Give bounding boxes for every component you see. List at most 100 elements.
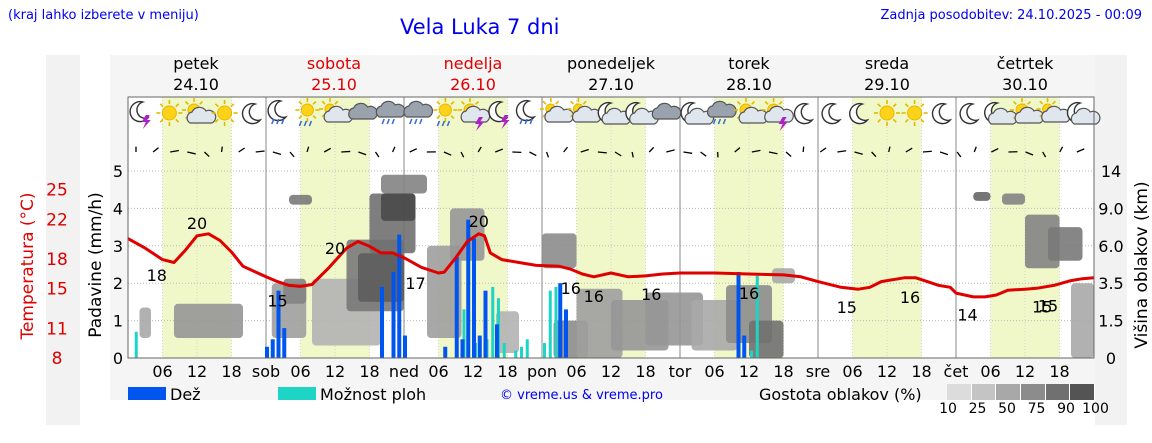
sun-ray: [778, 100, 783, 105]
rain-drop: [717, 118, 722, 125]
cloud-cell: [174, 303, 243, 339]
moon-storm-icon: [488, 100, 510, 129]
wind-barb: [374, 151, 380, 158]
wind-barb: [529, 151, 537, 157]
sun-ray: [764, 100, 769, 105]
hour-tick-label: 06: [566, 362, 586, 381]
day-name: sreda: [865, 54, 909, 73]
sun-ray: [436, 115, 441, 120]
sun-ray: [920, 103, 925, 108]
day-name: petek: [173, 54, 219, 73]
shower-bar: [134, 331, 138, 358]
cloud-density-tick: 50: [998, 401, 1016, 417]
rain-bar: [265, 346, 269, 358]
wind-barb: [888, 146, 891, 153]
cloud-shape: [706, 100, 737, 118]
cloud-cell: [1071, 283, 1094, 358]
copyright-link[interactable]: © vreme.us & vreme.pro: [500, 388, 663, 403]
sun-drizzle-icon: [295, 98, 320, 127]
cloud-height-tick: 9.0: [1098, 199, 1123, 218]
rain-drop: [529, 118, 533, 125]
hour-tick-label: 06: [428, 362, 448, 381]
temperature-label: 15: [1032, 297, 1052, 316]
cloud-density-swatch: [1070, 384, 1096, 400]
cloud-density-tick: 10: [939, 401, 957, 417]
day-date: 24.10: [173, 75, 219, 94]
sun-disc: [300, 103, 314, 117]
sun-disc: [161, 105, 177, 121]
rain-drop: [303, 120, 308, 127]
rain-drop: [419, 118, 423, 125]
rain-drop: [386, 118, 390, 125]
cloud-density-tick: 75: [1027, 401, 1046, 417]
sun-ray: [460, 100, 465, 105]
wind-barb: [563, 146, 568, 153]
legend-showers-swatch: [278, 387, 316, 400]
precipitation-tick: 0: [113, 349, 123, 368]
hour-tick-label: 18: [221, 362, 241, 381]
rain-bar: [742, 335, 747, 358]
sun-ray: [334, 100, 339, 105]
rain-bar: [483, 290, 488, 358]
rain-drop: [519, 118, 523, 125]
wind-barb: [170, 149, 179, 153]
moon-icon: [793, 102, 815, 125]
legend-rain-label: Dež: [170, 385, 201, 404]
wind-barb: [545, 151, 550, 158]
hour-tick-label: 18: [497, 362, 517, 381]
cloud-sun-icon: [539, 98, 575, 123]
day-name: nedelja: [444, 54, 503, 73]
wind-barb: [238, 147, 246, 153]
cloud-cell: [496, 311, 519, 354]
sun-ray: [475, 100, 480, 105]
cloud-rain-icon: [706, 100, 737, 125]
wind-barb: [580, 148, 589, 153]
hour-tick-label: 12: [739, 362, 759, 381]
rain-bar: [564, 309, 568, 358]
day-name: torek: [728, 54, 770, 73]
hour-tick-label: 06: [980, 362, 1000, 381]
cloud-height-tick: 0: [1106, 349, 1116, 368]
moon-shape: [241, 102, 263, 125]
cloud-sun-icon: [567, 98, 602, 123]
shower-bar: [525, 339, 529, 358]
cloud-cell: [139, 307, 151, 339]
sun-ray: [298, 100, 303, 105]
cloud-cell: [381, 174, 427, 194]
sun-disc: [879, 105, 895, 121]
cloud-density-swatch: [996, 384, 1022, 400]
sun-storm-icon: [458, 98, 491, 131]
temperature-label: 16: [900, 288, 920, 307]
location-menu-hint[interactable]: (kraj lahko izberete v meniju): [8, 8, 199, 23]
sun-ray: [904, 118, 909, 123]
page-title: Vela Luka 7 dni: [400, 15, 560, 39]
wind-barb: [922, 150, 932, 153]
precipitation-tick: 3: [113, 237, 123, 256]
sun-ray: [542, 100, 547, 105]
sun-ray: [159, 103, 164, 108]
hour-tick-label: 06: [842, 362, 862, 381]
sun-ray: [1027, 100, 1032, 105]
cloud-density-tick: 90: [1057, 401, 1075, 417]
rain-drop: [276, 118, 280, 125]
sun-disc: [907, 105, 923, 121]
moon-icon: [821, 102, 842, 125]
wind-barb: [734, 147, 741, 153]
sun-disc: [217, 105, 233, 121]
sun-icon: [874, 100, 900, 126]
wind-barb: [683, 151, 693, 154]
sun-ray: [312, 100, 317, 105]
moon-icon: [959, 102, 980, 125]
cloud-density-tick: 25: [968, 401, 987, 417]
sun-ray: [892, 118, 897, 123]
rain-drop: [308, 120, 313, 127]
wind-barb: [203, 151, 210, 158]
rain-bar: [477, 335, 482, 358]
day-date: 27.10: [588, 75, 634, 94]
rain-drop: [436, 120, 441, 127]
moon-storm-icon: [129, 100, 151, 129]
moon-shape: [821, 102, 842, 125]
shower-bar: [750, 350, 753, 358]
wind-barb: [358, 151, 367, 156]
